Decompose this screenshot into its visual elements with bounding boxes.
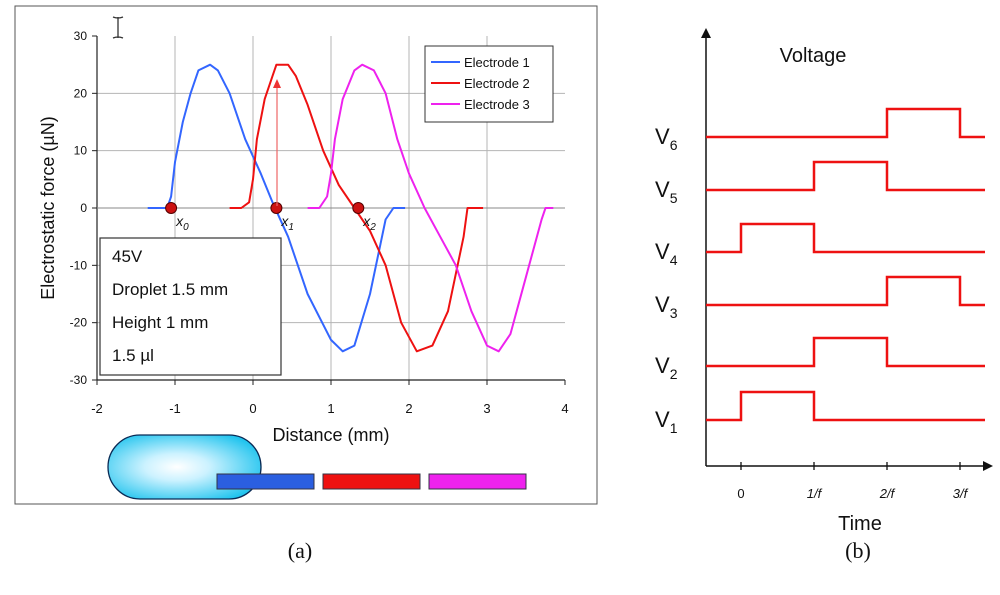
y-tick-label: -30 xyxy=(70,373,88,387)
channel-label-v1: V1 xyxy=(655,407,678,436)
pulse-trace-v1 xyxy=(706,390,985,422)
y-axis-label: Electrostatic force (µN) xyxy=(38,116,58,299)
legend-label: Electrode 2 xyxy=(464,76,530,91)
y-tick-label: 10 xyxy=(74,144,88,158)
position-marker xyxy=(165,202,178,214)
channel-label-v3: V3 xyxy=(655,292,678,321)
pulse-trace-v4 xyxy=(706,222,985,254)
x-tick-label: 3 xyxy=(483,401,490,416)
caption-b: (b) xyxy=(845,538,871,563)
time-tick-label: 0 xyxy=(737,486,744,501)
x-tick-label: 4 xyxy=(561,401,568,416)
time-tick-label: 1/f xyxy=(807,486,823,501)
series-line-electrode-1 xyxy=(147,63,406,353)
electrode-pad-3 xyxy=(428,473,527,490)
time-axis-arrowhead xyxy=(983,461,993,471)
x-tick-label: -2 xyxy=(91,401,103,416)
x-tick-label: -1 xyxy=(169,401,181,416)
time-tick-label: 3/f xyxy=(953,486,969,501)
info-box-frame xyxy=(99,237,282,376)
voltage-axis-arrowhead xyxy=(701,28,711,38)
timing-axes: 0 1/f 2/f 3/f xyxy=(701,28,993,501)
series-group xyxy=(147,63,554,353)
electrode-pad-1 xyxy=(216,473,315,490)
electrode-pad-2 xyxy=(322,473,421,490)
position-marker-label: x0 xyxy=(175,213,189,233)
caption-a: (a) xyxy=(288,538,312,563)
info-line-height: Height 1 mm xyxy=(112,313,208,332)
legend: Electrode 1 Electrode 2 Electrode 3 xyxy=(424,45,554,123)
pulse-trace-v2 xyxy=(706,336,985,368)
x-tick-label: 2 xyxy=(405,401,412,416)
electrode-strip xyxy=(216,473,527,490)
channel-label-v4: V4 xyxy=(655,239,678,268)
text-cursor-icon xyxy=(112,16,124,39)
series-line-electrode-2 xyxy=(229,63,484,353)
y-tick-label: -10 xyxy=(70,258,88,272)
y-tick-label: 20 xyxy=(74,86,88,100)
y-tick-label: 0 xyxy=(80,201,87,215)
legend-label: Electrode 1 xyxy=(464,55,530,70)
pulse-trace-v5 xyxy=(706,160,985,192)
time-tick-label: 2/f xyxy=(879,486,896,501)
legend-label: Electrode 3 xyxy=(464,97,530,112)
series-line-electrode-3 xyxy=(307,63,554,353)
marker-group: x0 x1 x2 xyxy=(165,202,376,233)
channel-label-v5: V5 xyxy=(655,177,678,206)
pulse-trace-v3 xyxy=(706,275,985,307)
x-tick-label: 0 xyxy=(249,401,256,416)
position-marker-label: x1 xyxy=(280,213,294,233)
channel-label-v2: V2 xyxy=(655,353,678,382)
position-marker xyxy=(352,202,365,214)
info-line-voltage: 45V xyxy=(112,247,143,266)
info-line-volume: 1.5 µl xyxy=(112,346,154,365)
panel-b: Voltage 0 1/f 2/f 3/f V6 V5 V4 V3 V2 V1 Time (b) xyxy=(655,28,993,563)
x-tick-label: 1 xyxy=(327,401,334,416)
channel-label-v6: V6 xyxy=(655,124,678,153)
position-marker-label: x2 xyxy=(362,213,376,233)
x-axis-label: Distance (mm) xyxy=(272,425,389,445)
pulse-trace-v6 xyxy=(706,107,985,139)
force-arrowhead xyxy=(273,79,281,88)
y-tick-label: 30 xyxy=(74,29,88,43)
panel-b-title: Voltage xyxy=(780,45,847,67)
time-axis-label: Time xyxy=(838,513,882,535)
info-box: 45V Droplet 1.5 mm Height 1 mm 1.5 µl xyxy=(99,237,282,376)
info-line-droplet: Droplet 1.5 mm xyxy=(112,280,228,299)
y-tick-label: -20 xyxy=(70,316,88,330)
timing-channels: V6 V5 V4 V3 V2 V1 xyxy=(655,107,985,436)
